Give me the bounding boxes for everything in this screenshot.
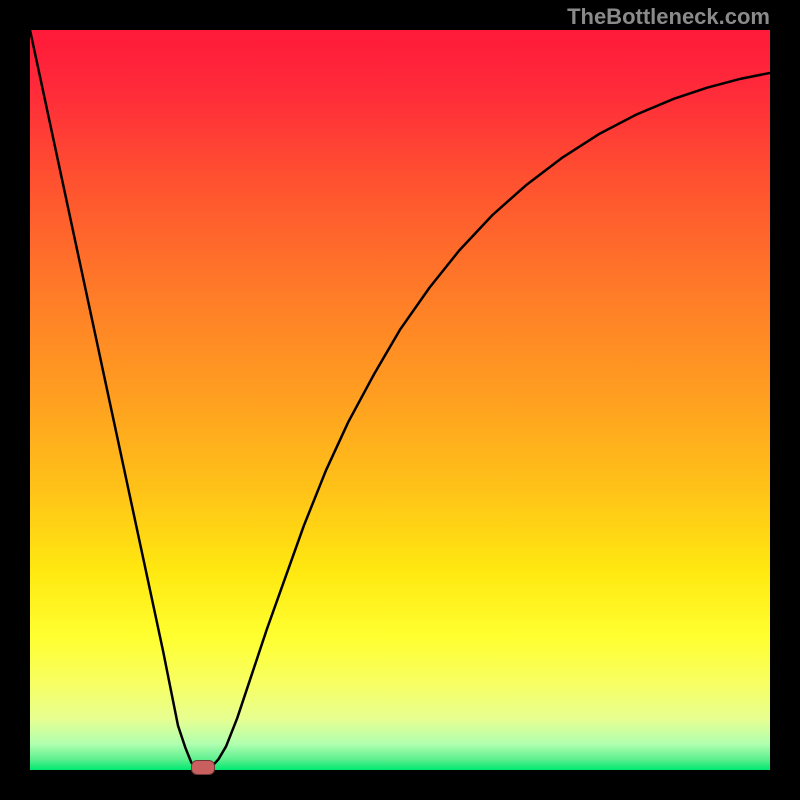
- chart-container: TheBottleneck.com: [0, 0, 800, 800]
- gradient-background: [30, 30, 770, 770]
- watermark-text: TheBottleneck.com: [567, 4, 770, 30]
- optimal-point-marker: [191, 760, 215, 775]
